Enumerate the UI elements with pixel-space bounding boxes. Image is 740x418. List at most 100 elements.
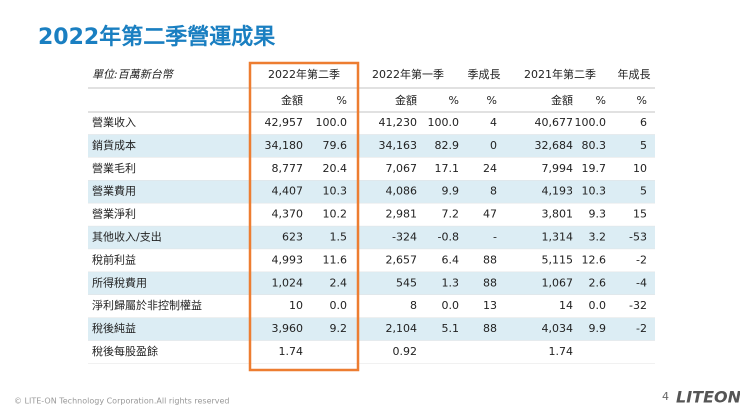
sub-header: %	[596, 94, 606, 107]
sub-header: 金額	[395, 93, 417, 107]
cell: 3,801	[542, 208, 574, 221]
cell: 24	[483, 162, 497, 175]
cell: 15	[633, 208, 647, 221]
row-label: 營業收入	[92, 115, 136, 129]
cell: 34,163	[379, 139, 418, 152]
cell: 5	[640, 185, 647, 198]
row-label: 所得稅費用	[92, 275, 147, 289]
cell: 1.5	[330, 231, 348, 244]
cell: 0	[490, 139, 497, 152]
row-label: 銷貨成本	[92, 138, 136, 152]
cell: 545	[396, 276, 417, 289]
row-label: 營業淨利	[92, 208, 136, 221]
row-shade	[88, 180, 655, 204]
cell: 100.0	[428, 116, 460, 129]
cell: 1,314	[542, 231, 574, 244]
group-header: 2022年第二季	[268, 67, 340, 81]
cell: 0.92	[393, 345, 418, 358]
cell: 9.3	[589, 208, 607, 221]
sub-header: 金額	[281, 93, 303, 107]
cell: 2.4	[330, 276, 348, 289]
cell: 10.3	[323, 185, 348, 198]
cell: 42,957	[265, 116, 304, 129]
cell: 9.9	[589, 322, 607, 335]
cell: 8	[410, 299, 417, 312]
cell: 88	[483, 276, 497, 289]
cell: 5.1	[442, 322, 460, 335]
cell: 34,180	[265, 139, 304, 152]
cell: 7,067	[386, 162, 418, 175]
logo: LITEON	[676, 388, 740, 407]
cell: 2,657	[386, 253, 418, 266]
cell: 100.0	[316, 116, 348, 129]
cell: 6	[640, 116, 647, 129]
cell: 4,370	[272, 208, 304, 221]
cell: 4,193	[542, 185, 574, 198]
cell: -2	[636, 322, 647, 335]
cell: 10	[289, 299, 303, 312]
cell: 4,034	[542, 322, 574, 335]
cell: 3.2	[589, 231, 607, 244]
cell: 11.6	[323, 253, 348, 266]
cell: 2,104	[386, 322, 418, 335]
highlight-box	[248, 61, 360, 372]
cell: 1.74	[279, 345, 304, 358]
row-shade	[88, 134, 655, 158]
cell: 1.74	[549, 345, 574, 358]
cell: 8	[490, 185, 497, 198]
unit-label: 單位:百萬新台幣	[92, 68, 175, 81]
sub-header: %	[337, 94, 347, 107]
row-label: 營業毛利	[92, 162, 136, 175]
cell: 47	[483, 208, 497, 221]
cell: 41,230	[379, 116, 418, 129]
cell: 88	[483, 253, 497, 266]
cell: -0.8	[438, 231, 459, 244]
row-label: 稅後純益	[92, 321, 136, 335]
group-header: 年成長	[618, 67, 651, 81]
cell: 7.2	[442, 208, 460, 221]
cell: -53	[629, 231, 647, 244]
row-label: 稅前利益	[92, 252, 136, 266]
cell: 5,115	[542, 253, 574, 266]
cell: 79.6	[323, 139, 348, 152]
cell: 623	[282, 231, 303, 244]
cell: 12.6	[582, 253, 607, 266]
cell: -4	[636, 276, 647, 289]
cell: 2.6	[589, 276, 607, 289]
cell: 6.4	[442, 253, 460, 266]
cell: 40,677	[535, 116, 574, 129]
cell: 9.2	[330, 322, 348, 335]
cell: 10.3	[582, 185, 607, 198]
cell: 1,024	[272, 276, 304, 289]
row-label: 稅後每股盈餘	[92, 344, 158, 358]
cell: 10.2	[323, 208, 348, 221]
cell: 0.0	[330, 299, 348, 312]
cell: 7,994	[542, 162, 574, 175]
cell: 80.3	[582, 139, 607, 152]
sub-header: %	[637, 94, 647, 107]
table: 單位:百萬新台幣 2022年第二季 2022年第一季 季成長 2021年第二季 年成長金額…	[88, 67, 655, 364]
row-label: 其他收入/支出	[92, 230, 162, 244]
cell: 4,407	[272, 185, 304, 198]
cell: -	[493, 231, 497, 244]
cell: 3,960	[272, 322, 304, 335]
row-label: 淨利歸屬於非控制權益	[92, 298, 202, 312]
sub-header: 金額	[551, 93, 573, 107]
cell: 32,684	[535, 139, 574, 152]
group-header: 2021年第二季	[524, 67, 596, 81]
row-shade	[88, 317, 655, 341]
slide-title: 2022年第二季營運成果	[38, 24, 275, 50]
cell: 10	[633, 162, 647, 175]
group-header: 季成長	[468, 68, 501, 81]
cell: 8,777	[272, 162, 304, 175]
cell: 100.0	[575, 116, 607, 129]
cell: 20.4	[323, 162, 348, 175]
row-shade	[88, 271, 655, 295]
row-label: 營業費用	[92, 184, 136, 198]
cell: 5	[640, 139, 647, 152]
cell: 17.1	[435, 162, 460, 175]
cell: 4,086	[386, 185, 418, 198]
cell: 13	[483, 299, 497, 312]
row-shade	[88, 226, 655, 249]
